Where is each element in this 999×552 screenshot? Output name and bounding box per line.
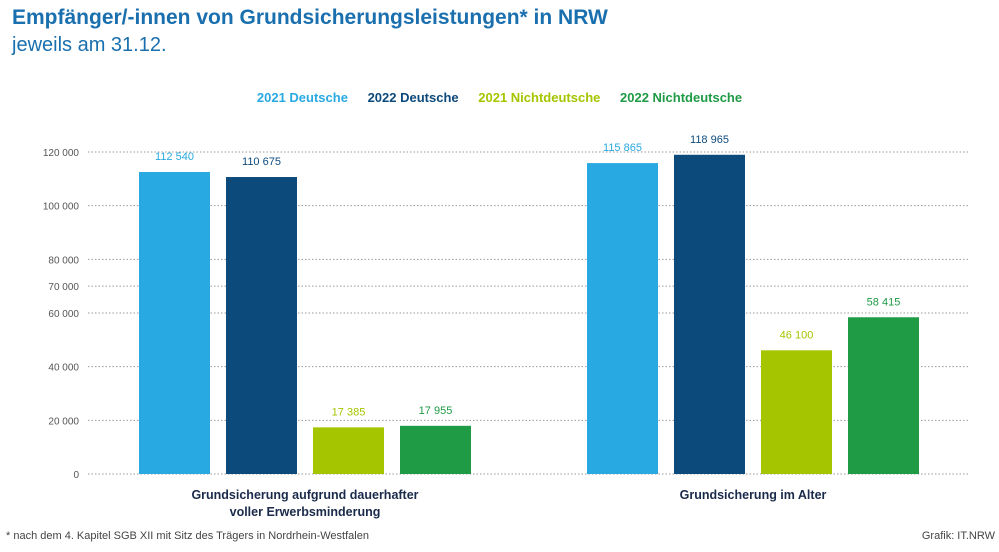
source-credit: Grafik: IT.NRW	[921, 530, 995, 542]
data-label: 115 865	[603, 142, 642, 154]
chart-legend: 2021 Deutsche 2022 Deutsche 2021 Nichtde…	[0, 90, 999, 105]
bar	[139, 172, 210, 474]
data-label: 112 540	[155, 151, 194, 163]
bar-chart: 0 20 000 40 000 60 000 70 000 80 000 100 000 12…	[43, 134, 968, 519]
chart-title: Empfänger/-innen von Grundsicherungsleis…	[12, 6, 608, 29]
bar	[848, 317, 919, 474]
y-tick-label: 70 000	[48, 282, 79, 293]
y-tick-label: 20 000	[48, 416, 79, 427]
data-label: 58 415	[867, 296, 901, 308]
data-label: 17 955	[419, 405, 453, 417]
y-tick-label: 100 000	[43, 202, 80, 213]
footnote: * nach dem 4. Kapitel SGB XII mit Sitz d…	[6, 530, 369, 542]
bar	[226, 177, 297, 474]
chart-subtitle: jeweils am 31.12.	[12, 34, 167, 56]
category-label: voller Erwerbsminderung	[230, 505, 381, 519]
y-tick-label: 80 000	[48, 255, 79, 266]
legend-item-2021-deutsche: 2021 Deutsche	[256, 90, 348, 105]
y-tick-label: 60 000	[48, 309, 79, 320]
legend-item-2022-nichtdeutsche: 2022 Nichtdeutsche	[620, 90, 743, 105]
bar	[761, 350, 832, 474]
legend-item-2022-deutsche: 2022 Deutsche	[367, 90, 459, 105]
category-label: Grundsicherung aufgrund dauerhafter	[191, 488, 418, 502]
y-tick-label: 0	[73, 470, 79, 481]
bar	[674, 154, 745, 474]
y-tick-label: 120 000	[43, 148, 80, 159]
y-tick-label: 40 000	[48, 363, 79, 374]
legend-item-2021-nichtdeutsche: 2021 Nichtdeutsche	[478, 90, 601, 105]
bar	[313, 427, 384, 474]
data-label: 110 675	[242, 156, 281, 168]
category-label: Grundsicherung im Alter	[680, 488, 827, 502]
data-label: 46 100	[780, 329, 814, 341]
data-label: 17 385	[332, 406, 366, 418]
bar	[587, 163, 658, 474]
bar	[400, 425, 471, 474]
data-label: 118 965	[690, 134, 729, 146]
